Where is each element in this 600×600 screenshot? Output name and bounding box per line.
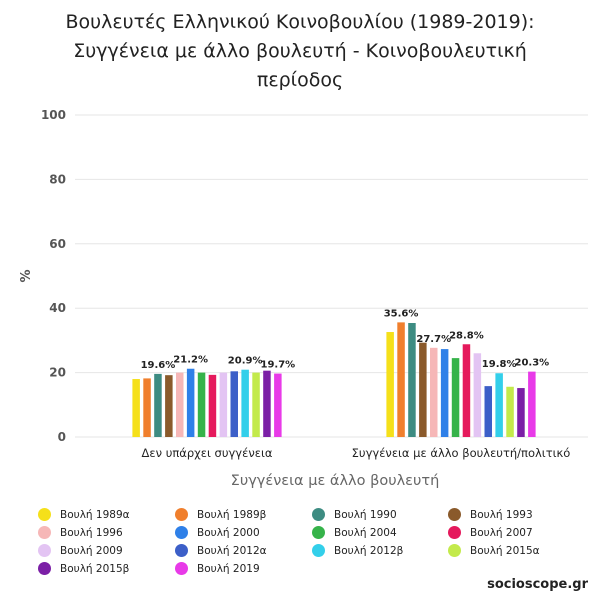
legend-label: Βουλή 2015β xyxy=(60,562,130,575)
legend-swatch xyxy=(312,544,325,557)
bar xyxy=(132,379,140,437)
bar xyxy=(241,369,249,437)
bar xyxy=(176,372,184,437)
legend-label: Βουλή 1990 xyxy=(334,508,397,521)
y-tick-label: 60 xyxy=(49,237,66,251)
bars xyxy=(132,322,536,437)
bar xyxy=(197,372,206,437)
legend-item: Βουλή 1996 xyxy=(38,526,123,539)
bar xyxy=(230,371,238,437)
x-tick-label: Συγγένεια με άλλο βουλευτή/πολιτικό xyxy=(352,446,571,460)
bar xyxy=(506,386,514,437)
legend-swatch xyxy=(38,526,51,539)
legend-swatch xyxy=(312,526,325,539)
legend-item: Βουλή 1990 xyxy=(312,508,397,521)
bar xyxy=(208,374,217,437)
x-axis-label: Συγγένεια με άλλο βουλευτή xyxy=(231,473,440,489)
axes: 0 20 40 60 80 100 Δεν υπάρχει συγγένεια Συγγένε… xyxy=(41,108,570,460)
y-tick-label: 80 xyxy=(49,172,66,186)
data-label: 20.3% xyxy=(514,358,549,369)
x-tick-label: Δεν υπάρχει συγγένεια xyxy=(142,446,273,460)
bar xyxy=(263,370,271,437)
bar xyxy=(397,322,405,437)
bar xyxy=(517,388,525,437)
data-labels: 19.6%21.2% 20.9%19.7% 35.6% 27.7%28.8% 19.8%… xyxy=(141,308,550,371)
bar xyxy=(165,375,173,437)
data-label: 20.9% xyxy=(228,356,263,367)
bar xyxy=(419,342,427,437)
data-label: 27.7% xyxy=(416,334,451,345)
bar xyxy=(408,323,416,437)
legend-label: Βουλή 2012α xyxy=(197,544,267,557)
legend-item: Βουλή 1989α xyxy=(38,508,130,521)
y-axis-label: % xyxy=(19,269,34,282)
data-label: 19.7% xyxy=(260,360,295,371)
legend-item: Βουλή 1989β xyxy=(175,508,266,521)
bar xyxy=(495,373,503,437)
bar xyxy=(252,372,260,437)
bar xyxy=(143,378,151,437)
data-label: 21.2% xyxy=(173,355,208,366)
bar xyxy=(154,373,162,437)
legend-item: Βουλή 2009 xyxy=(38,544,123,557)
data-label: 28.8% xyxy=(449,330,484,341)
legend-swatch xyxy=(448,508,461,521)
bar xyxy=(440,349,449,437)
bar xyxy=(219,372,228,437)
legend-label: Βουλή 2009 xyxy=(60,544,123,557)
bar xyxy=(430,347,438,437)
legend-item: Βουλή 2019 xyxy=(175,562,260,575)
legend-swatch xyxy=(175,562,188,575)
bar xyxy=(451,358,460,437)
legend-item: Βουλή 2000 xyxy=(175,526,260,539)
legend-swatch xyxy=(175,544,188,557)
legend-label: Βουλή 1989β xyxy=(197,508,267,521)
legend-item: Βουλή 2007 xyxy=(448,526,533,539)
legend-swatch xyxy=(38,562,51,575)
bar xyxy=(386,332,394,437)
y-tick-label: 100 xyxy=(41,108,66,122)
legend-item: Βουλή 2012α xyxy=(175,544,267,557)
legend-label: Βουλή 2000 xyxy=(197,526,260,539)
y-tick-label: 40 xyxy=(49,301,66,315)
chart-title-line-2: Συγγένεια με άλλο βουλευτή - Κοινοβουλευ… xyxy=(73,40,527,62)
legend-item: Βουλή 2004 xyxy=(312,526,397,539)
legend-label: Βουλή 2015α xyxy=(470,544,540,557)
legend-label: Βουλή 2019 xyxy=(197,562,260,575)
legend-swatch xyxy=(448,544,461,557)
legend-swatch xyxy=(38,544,51,557)
data-label: 19.6% xyxy=(141,360,176,371)
bar xyxy=(528,371,536,437)
legend-label: Βουλή 1989α xyxy=(60,508,130,521)
legend-swatch xyxy=(448,526,461,539)
legend-swatch xyxy=(38,508,51,521)
legend-label: Βουλή 1993 xyxy=(470,508,533,521)
legend-label: Βουλή 2007 xyxy=(470,526,533,539)
legend-label: Βουλή 2004 xyxy=(334,526,397,539)
legend-label: Βουλή 2012β xyxy=(334,544,404,557)
bar xyxy=(274,373,282,437)
legend-item: Βουλή 2012β xyxy=(312,544,403,557)
legend-item: Βουλή 1993 xyxy=(448,508,533,521)
data-label: 35.6% xyxy=(384,308,419,319)
chart-title: Βουλευτές Ελληνικού Κοινοβουλίου (1989-2… xyxy=(0,8,600,95)
legend-item: Βουλή 2015α xyxy=(448,544,540,557)
y-tick-label: 0 xyxy=(58,430,66,444)
legend-swatch xyxy=(312,508,325,521)
legend-label: Βουλή 1996 xyxy=(60,526,123,539)
bar xyxy=(186,368,195,437)
chart-title-line-1: Βουλευτές Ελληνικού Κοινοβουλίου (1989-2… xyxy=(65,11,535,33)
y-tick-label: 20 xyxy=(49,366,66,380)
brand-watermark: socioscope.gr xyxy=(487,577,588,592)
legend-swatch xyxy=(175,526,188,539)
legend-item: Βουλή 2015β xyxy=(38,562,129,575)
legend-swatch xyxy=(175,508,188,521)
bar xyxy=(473,353,482,437)
chart-title-line-3: περίοδος xyxy=(256,69,344,91)
data-label: 19.8% xyxy=(482,359,517,370)
bar xyxy=(462,344,471,437)
bar xyxy=(484,386,492,437)
